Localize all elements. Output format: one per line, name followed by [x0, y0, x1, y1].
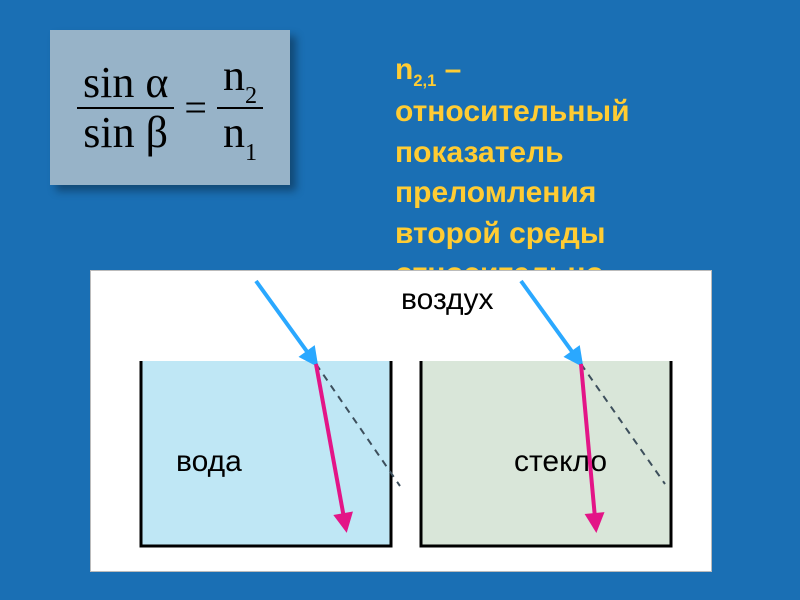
n21-symbol: n2,1	[395, 53, 445, 86]
sin-alpha: sin α	[77, 59, 174, 107]
n1: n1	[217, 109, 263, 164]
fraction-right: n2 n1	[217, 52, 263, 164]
air-label: воздух	[401, 283, 494, 316]
n2: n2	[217, 52, 263, 107]
n1-base: n	[223, 108, 245, 157]
equals-sign: =	[184, 84, 207, 131]
refraction-diagram: воздух вода стекло	[90, 270, 712, 572]
sin-beta: sin β	[77, 109, 174, 157]
snell-formula-box: sin α sin β = n2 n1	[50, 30, 290, 185]
n21-base: n	[395, 53, 413, 86]
n2-base: n	[223, 51, 245, 100]
fraction-left: sin α sin β	[77, 59, 174, 157]
medium-label: вода	[176, 445, 242, 478]
n21-sub: 2,1	[413, 72, 436, 90]
n2-sub: 2	[245, 82, 257, 109]
explanation-text: n2,1 –относительныйпоказательпреломления…	[395, 50, 735, 295]
diagram-svg: воздух вода стекло	[91, 271, 711, 571]
medium-label: стекло	[514, 445, 607, 478]
n1-sub: 1	[245, 139, 257, 166]
